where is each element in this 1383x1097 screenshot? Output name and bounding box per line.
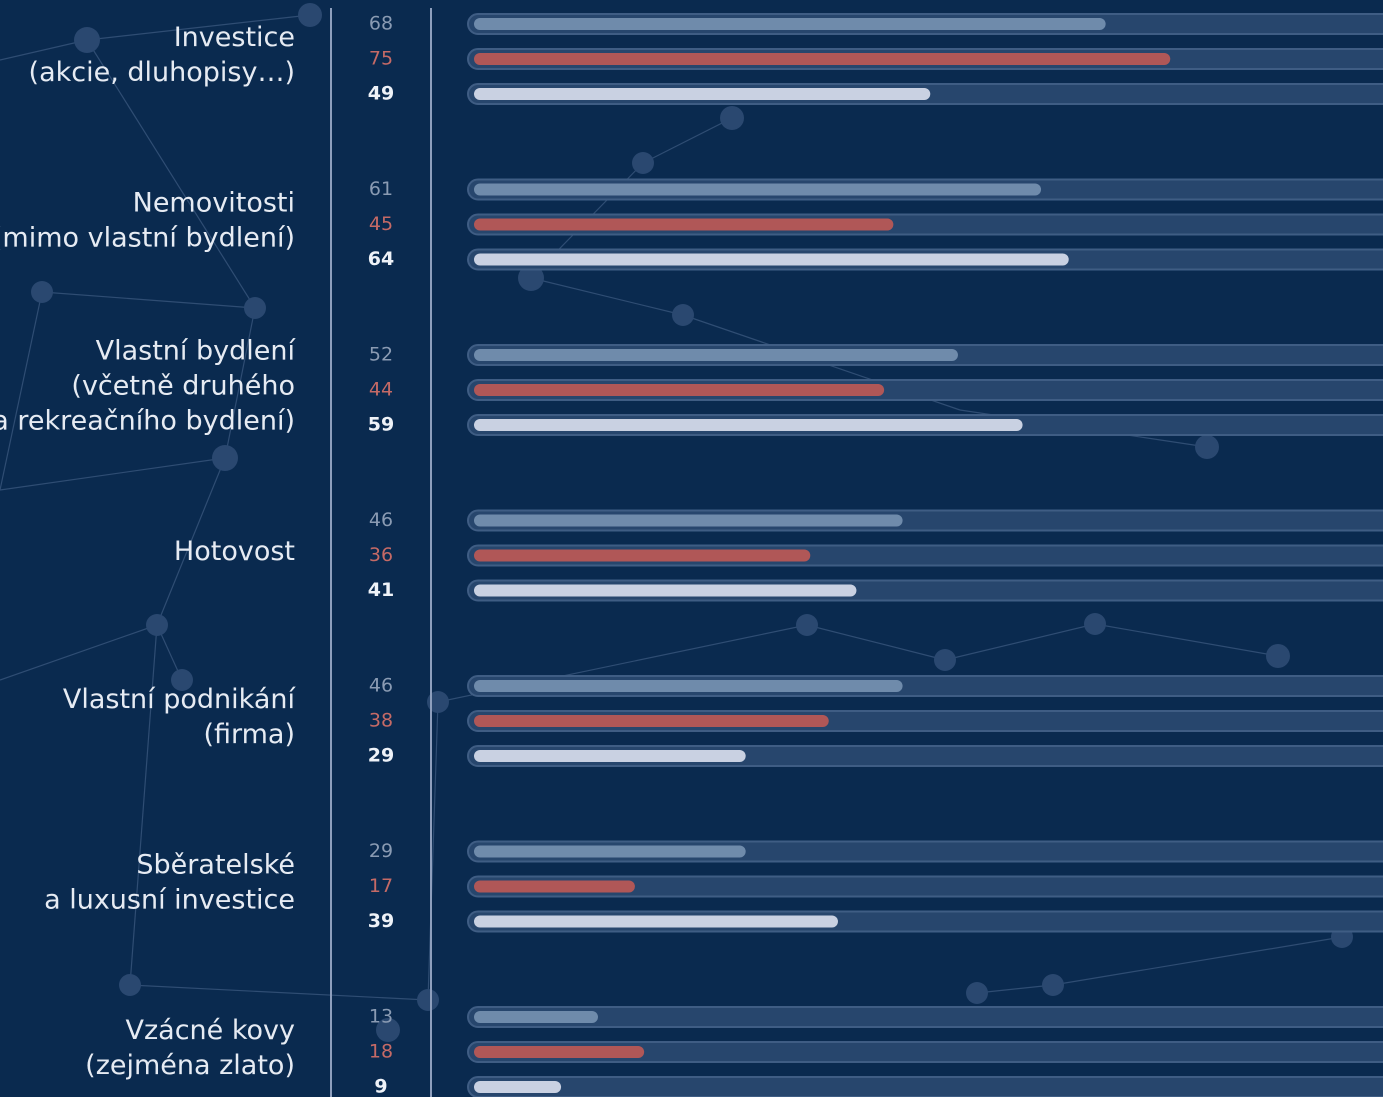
value-label: 46 <box>369 675 393 697</box>
value-label: 17 <box>369 875 393 897</box>
bar-track <box>467 1076 1383 1097</box>
category-label: (zejména zlato) <box>85 1050 295 1081</box>
bar <box>474 53 1171 65</box>
bar <box>474 384 885 396</box>
category-label: Vlastní bydlení <box>96 336 297 367</box>
bar <box>474 584 857 597</box>
bar <box>474 419 1023 431</box>
bar <box>474 18 1106 30</box>
bar <box>474 514 903 527</box>
value-label: 61 <box>369 178 393 200</box>
category-label: a luxusní investice <box>44 885 295 916</box>
bar-track <box>467 1041 1383 1063</box>
category-label: (akcie, dluhopisy…) <box>29 57 295 88</box>
value-label: 13 <box>369 1006 393 1028</box>
bar <box>474 750 746 762</box>
bar <box>474 549 811 562</box>
value-label: 75 <box>369 48 393 70</box>
bar <box>474 845 746 858</box>
value-label: 68 <box>369 13 393 35</box>
category-label: Investice <box>174 22 295 53</box>
category-label: Sběratelské <box>136 850 295 881</box>
bar <box>474 915 838 928</box>
value-label: 45 <box>369 213 393 235</box>
bar <box>474 880 635 893</box>
value-label: 9 <box>374 1076 387 1097</box>
category-label: a rekreačního bydlení) <box>0 406 295 437</box>
bar <box>474 1081 562 1093</box>
category-label: (mimo vlastní bydlení) <box>0 223 295 254</box>
category-label: Nemovitosti <box>133 188 295 219</box>
bar <box>474 1011 598 1023</box>
value-label: 39 <box>368 910 394 932</box>
bar <box>474 715 829 727</box>
category-label: Vzácné kovy <box>126 1015 296 1046</box>
value-label: 64 <box>368 248 394 270</box>
value-label: 52 <box>369 344 393 366</box>
bar-track <box>467 875 1383 898</box>
value-label: 36 <box>369 544 393 566</box>
bar <box>474 88 931 100</box>
value-label: 46 <box>369 509 393 531</box>
bar <box>474 349 958 361</box>
category-label: (včetně druhého <box>71 371 295 402</box>
bar <box>474 253 1069 266</box>
value-label: 38 <box>369 710 393 732</box>
category-label: (firma) <box>203 719 295 750</box>
bar-track <box>467 1006 1383 1028</box>
bar <box>474 183 1042 196</box>
value-label: 59 <box>368 414 394 436</box>
value-label: 29 <box>369 840 393 862</box>
bar <box>474 218 894 231</box>
value-label: 49 <box>368 83 394 105</box>
value-label: 18 <box>369 1041 393 1063</box>
category-label: Vlastní podnikání <box>63 684 297 715</box>
value-label: 44 <box>369 379 393 401</box>
value-label: 29 <box>368 745 394 767</box>
bar <box>474 1046 645 1058</box>
category-label: Hotovost <box>174 536 295 567</box>
value-label: 41 <box>368 579 394 601</box>
bar <box>474 680 903 692</box>
